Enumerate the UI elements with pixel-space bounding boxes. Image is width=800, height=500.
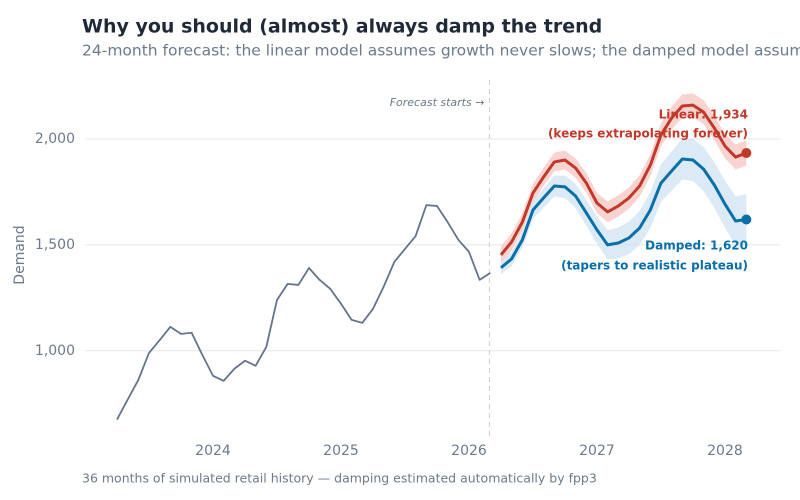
chart-subtitle: 24-month forecast: the linear model assu… xyxy=(82,42,800,60)
history-line xyxy=(116,204,491,421)
x-tick-label: 2026 xyxy=(451,443,487,459)
annotation: (tapers to realistic plateau) xyxy=(561,259,748,273)
caption: 36 months of simulated retail history — … xyxy=(82,471,597,486)
forecast-line xyxy=(499,103,747,256)
x-tick-label: 2025 xyxy=(323,443,359,459)
x-tick-label: 2027 xyxy=(579,443,615,459)
x-tick-label: 2028 xyxy=(707,443,743,459)
annotation: Linear: 1,934 xyxy=(659,108,748,122)
x-tick-label: 2024 xyxy=(195,443,231,459)
y-tick-label: 1,500 xyxy=(35,237,75,253)
chart-title: Why you should (almost) always damp the … xyxy=(82,16,602,38)
y-tick-label: 1,000 xyxy=(35,343,75,359)
annotation: (keeps extrapolating forever) xyxy=(548,127,748,141)
annotation: Damped: 1,620 xyxy=(645,239,748,253)
forecast-line xyxy=(500,157,747,269)
end-point xyxy=(741,214,752,225)
y-tick-label: 2,000 xyxy=(35,131,75,147)
forecast-band xyxy=(500,138,747,275)
y-axis-label: Demand xyxy=(12,225,28,284)
forecast-start-label: Forecast starts → xyxy=(390,96,485,109)
end-point xyxy=(741,148,752,159)
